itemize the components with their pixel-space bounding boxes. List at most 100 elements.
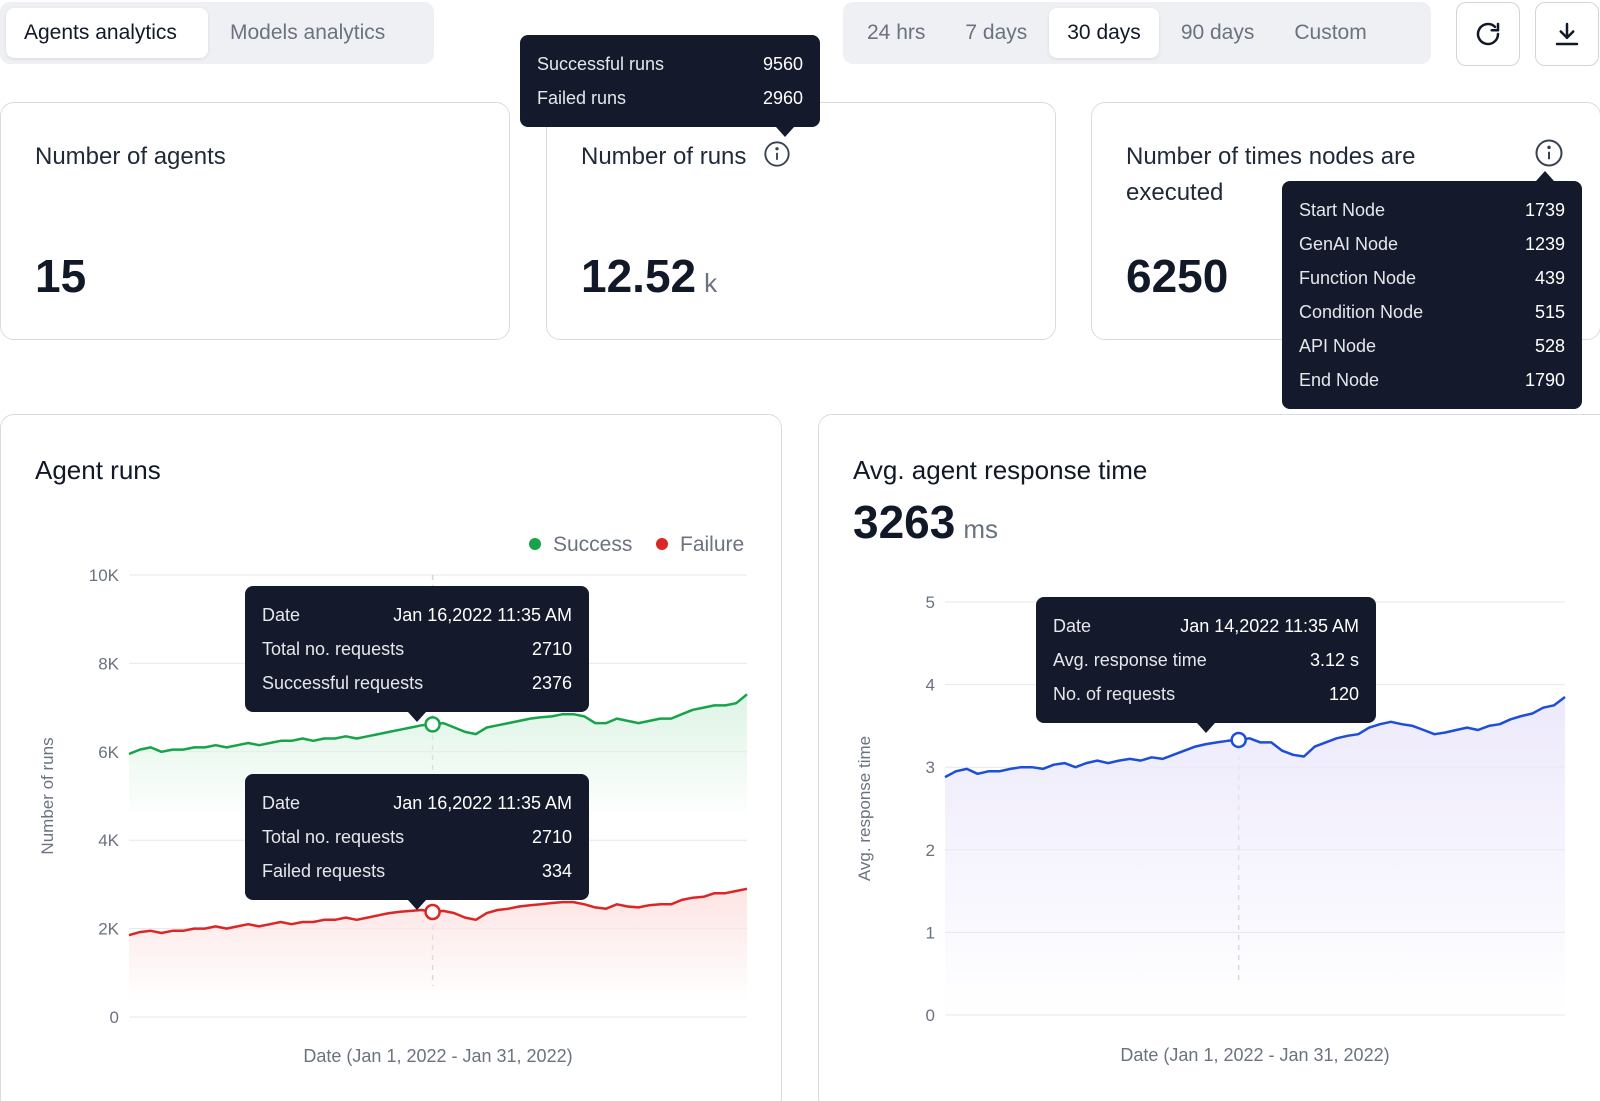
tooltip-label: Failed requests [262,860,386,881]
tooltip-row: Start Node 1739 [1299,193,1565,227]
tooltip-value: 528 [1534,335,1565,356]
stat-value-agents: 15 [35,250,87,302]
response-time-title: Avg. agent response time [853,455,1148,485]
tooltip-row: Total no. requests 2710 [262,632,572,666]
tab-models-analytics[interactable]: Models analytics [230,21,386,44]
tooltip-label: Date [1053,615,1092,636]
tooltip-label: Function Node [1299,267,1417,288]
tooltip-row: Avg. response time 3.12 s [1053,643,1359,677]
tooltip-row: Date Jan 16,2022 11:35 AM [262,598,572,632]
stat-title-runs: Number of runs [581,139,791,175]
tooltip-value: 1739 [1524,199,1565,220]
analytics-tabs: Agents analytics Models analytics [0,2,434,64]
tooltip-value: 2710 [531,826,572,847]
runs-breakdown-tooltip: Successful runs 9560 Failed runs 2960 [520,35,820,137]
legend-dot-failure [656,538,668,550]
tab-agents-analytics[interactable]: Agents analytics [6,8,208,58]
tooltip-row: Date Jan 16,2022 11:35 AM [262,786,572,820]
x-axis-label: Date (Jan 1, 2022 - Jan 31, 2022) [1120,1045,1389,1065]
range-30-days[interactable]: 30 days [1049,8,1159,58]
tooltip-value: Jan 14,2022 11:35 AM [1180,615,1359,636]
response-time-value: 3263 ms [853,495,998,549]
tooltip-row: Condition Node 515 [1299,295,1565,329]
y-tick-label: 5 [926,593,935,612]
series-area-failure [129,888,747,1001]
response-point-tooltip: Date Jan 14,2022 11:35 AM Avg. response t… [1036,597,1376,733]
range-24-hrs[interactable]: 24 hrs [867,21,926,44]
info-icon[interactable] [763,140,791,168]
tooltip-row: Function Node 439 [1299,261,1565,295]
tooltip-value: 2960 [762,87,803,108]
info-icon[interactable] [1534,138,1564,168]
tooltip-value: 3.12 s [1309,649,1359,670]
agent-runs-title: Agent runs [35,455,161,485]
tooltip-value: 515 [1534,301,1565,322]
y-tick-label: 4K [98,831,119,850]
nodes-breakdown-tooltip: Start Node 1739 GenAI Node 1239 Function N… [1282,171,1582,409]
tooltip-row: No. of requests 120 [1053,677,1359,711]
tooltip-row: Failed requests 334 [262,854,572,888]
legend-label-failure[interactable]: Failure [680,533,744,556]
highlighted-point[interactable] [424,903,441,921]
download-button[interactable] [1535,2,1599,66]
tooltip-value: 9560 [762,53,803,74]
tooltip-row: Failed runs 2960 [537,81,803,115]
tooltip-row: GenAI Node 1239 [1299,227,1565,261]
y-axis-label: Number of runs [38,737,57,854]
y-tick-label: 3 [926,758,935,777]
tooltip-label: Successful requests [262,672,424,693]
tooltip-label: GenAI Node [1299,233,1399,254]
tooltip-label: Successful runs [537,53,665,74]
date-range-selector: 24 hrs 7 days 30 days 90 days Custom [843,2,1431,64]
legend-label-success[interactable]: Success [553,533,632,556]
agent-runs-chart: 0 2K 4K 6K 8K 10K Number of runs Date (Jan 1, 2… [38,533,748,1066]
stat-title-nodes: Number of times nodes are executed [1126,139,1415,211]
refresh-button[interactable] [1456,2,1520,66]
stat-title-nodes-line2: executed [1126,179,1224,206]
highlighted-point[interactable] [1230,731,1247,749]
tooltip-value: 2710 [531,638,572,659]
range-custom[interactable]: Custom [1294,21,1367,44]
y-tick-label: 8K [98,654,119,673]
tooltip-label: Total no. requests [262,638,405,659]
download-icon [1555,22,1579,46]
y-tick-label: 1 [926,923,935,942]
y-tick-label: 6K [98,743,119,762]
y-tick-label: 2K [98,920,119,939]
stat-title-nodes-line1: Number of times nodes are [1126,143,1416,170]
series-line-avg-response-time[interactable] [944,696,1566,779]
highlighted-point[interactable] [424,716,441,733]
stat-value-runs-number: 12.52 [581,250,697,302]
tooltip-label: Date [262,604,301,625]
x-axis-label: Date (Jan 1, 2022 - Jan 31, 2022) [303,1046,572,1066]
tooltip-row: Successful requests 2376 [262,666,572,700]
tooltip-row: Date Jan 14,2022 11:35 AM [1053,609,1359,643]
stat-title-runs-label: Number of runs [581,143,747,170]
tooltip-value: 1239 [1524,233,1565,254]
stat-value-runs-unit: k [704,268,718,298]
tooltip-value: Jan 16,2022 11:35 AM [393,792,572,813]
tooltip-value: 2376 [531,672,572,693]
y-tick-label: 0 [110,1008,119,1027]
range-7-days[interactable]: 7 days [965,21,1028,44]
y-axis-label: Avg. response time [855,736,874,881]
stat-value-runs: 12.52 k [581,249,717,303]
tooltip-label: Avg. response time [1053,649,1207,670]
tooltip-value: 120 [1328,683,1359,704]
tooltip-value: Jan 16,2022 11:35 AM [393,604,572,625]
y-tick-label: 4 [926,676,935,695]
range-90-days[interactable]: 90 days [1180,21,1255,44]
tooltip-label: Condition Node [1299,301,1424,322]
tooltip-row: API Node 528 [1299,329,1565,363]
response-time-chart: 0 1 2 3 4 5 Avg. response time Date (Jan 1, 202… [855,593,1566,1065]
stat-card-runs: Number of runs 12.52 k [546,102,1056,340]
y-tick-label: 0 [926,1006,935,1025]
y-tick-label: 10K [89,566,120,585]
success-point-tooltip: Date Jan 16,2022 11:35 AM Total no. reque… [245,586,589,722]
tooltip-label: End Node [1299,369,1380,390]
tooltip-label: API Node [1299,335,1377,356]
tooltip-label: Date [262,792,301,813]
tooltip-label: Total no. requests [262,826,405,847]
response-time-unit: ms [963,514,999,544]
failure-point-tooltip: Date Jan 16,2022 11:35 AM Total no. reque… [245,774,589,910]
